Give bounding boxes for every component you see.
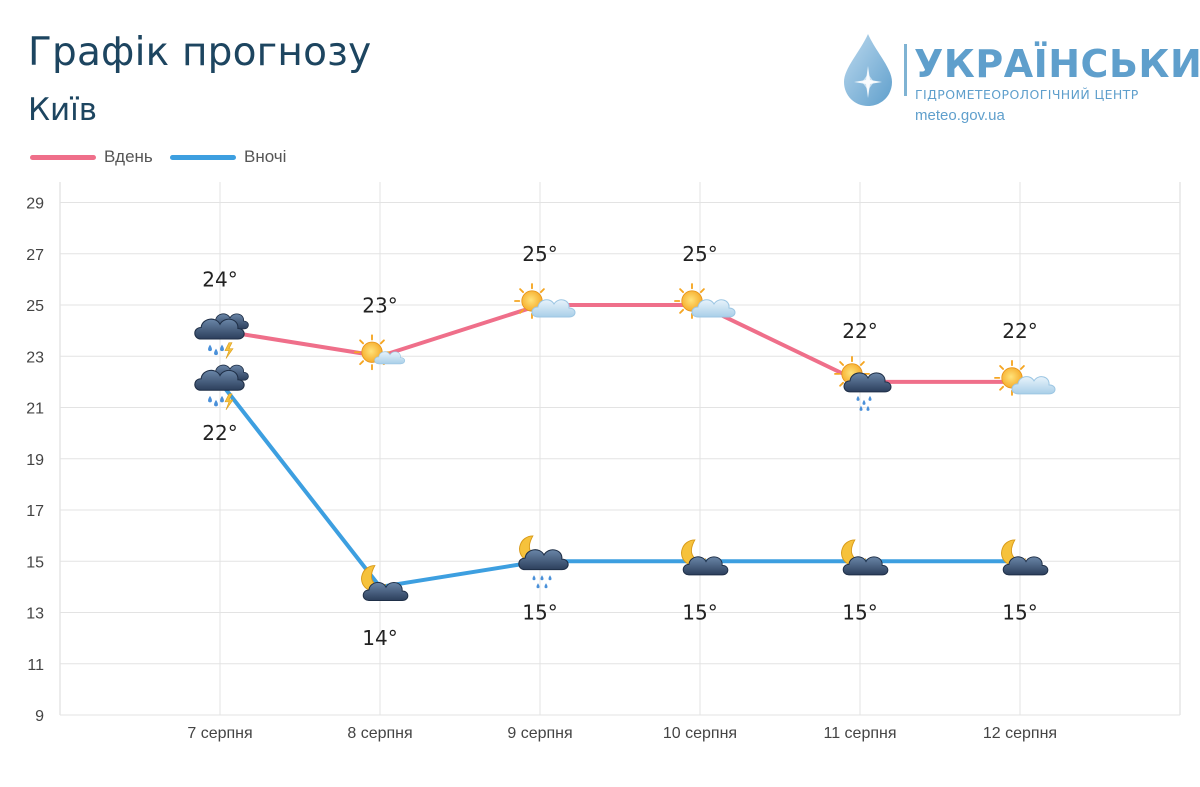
x-tick-label: 7 серпня: [187, 725, 252, 742]
x-tick-label: 9 серпня: [507, 725, 572, 742]
series-line-day: [218, 303, 1022, 384]
y-tick-label: 13: [26, 606, 44, 623]
thunderstorm-rain-icon: [194, 313, 249, 359]
y-tick-label: 23: [26, 349, 44, 366]
ukrhydromet-logo[interactable]: УКРАЇНСЬКИЙ ГІДРОМЕТЕОРОЛОГІЧНИЙ ЦЕНТР m…: [838, 30, 1200, 130]
day-temp-label: 25°: [522, 242, 557, 266]
night-temp-label: 14°: [362, 626, 397, 650]
day-temp-label: 24°: [202, 268, 237, 292]
logo-divider: [904, 44, 907, 96]
night-temp-label: 22°: [202, 421, 237, 445]
water-drop-logo-icon: [844, 34, 892, 106]
sun-cloud-icon: [994, 359, 1056, 396]
x-tick-label: 11 серпня: [823, 725, 896, 742]
sun-cloud-rain-icon: [834, 355, 892, 411]
series-lines: [218, 303, 1022, 589]
day-temp-label: 22°: [842, 319, 877, 343]
legend-swatch-day: [30, 155, 96, 160]
moon-cloud-icon: [681, 539, 729, 576]
y-tick-label: 11: [27, 657, 44, 674]
city-name: Київ: [28, 92, 98, 128]
y-tick-label: 9: [35, 708, 44, 725]
night-temp-label: 15°: [522, 600, 557, 624]
y-tick-label: 17: [26, 503, 44, 520]
weather-icons: [194, 283, 1056, 601]
legend-label-day: Вдень: [104, 147, 153, 166]
y-tick-label: 25: [26, 298, 44, 315]
night-temp-label: 15°: [682, 600, 717, 624]
sun-cloud-icon: [514, 283, 576, 319]
moon-cloud-rain-icon: [518, 535, 569, 589]
legend-label-night: Вночі: [244, 147, 287, 166]
chart-grid: [59, 182, 1181, 716]
logo-url-link[interactable]: meteo.gov.ua: [915, 107, 1005, 124]
sun-cloud-icon: [674, 283, 736, 319]
night-temp-label: 15°: [842, 600, 877, 624]
series-line-night: [218, 379, 1022, 589]
page-title: Графік прогнозу: [28, 30, 372, 75]
legend-swatch-night: [170, 155, 236, 160]
y-tick-label: 19: [26, 452, 44, 469]
logo-name: УКРАЇНСЬКИЙ: [914, 42, 1200, 86]
data-labels: 24° 23° 25° 25° 22° 22° 22° 14° 15° 15° 15° 15°: [202, 242, 1037, 650]
night-temp-label: 15°: [1002, 600, 1037, 624]
logo-subtitle: ГІДРОМЕТЕОРОЛОГІЧНИЙ ЦЕНТР: [915, 87, 1139, 102]
x-tick-label: 12 серпня: [983, 725, 1057, 742]
thunderstorm-rain-icon: [194, 364, 249, 411]
day-temp-label: 25°: [682, 242, 717, 266]
y-tick-label: 21: [26, 401, 44, 418]
moon-cloud-icon: [1001, 539, 1049, 576]
y-tick-label: 27: [26, 247, 44, 264]
day-temp-label: 22°: [1002, 319, 1037, 343]
y-axis: 9 11 13 15 17 19 21 23 25 27 29: [26, 196, 44, 726]
x-tick-label: 10 серпня: [663, 725, 737, 742]
y-tick-label: 15: [26, 554, 44, 571]
moon-cloud-icon: [841, 539, 889, 576]
x-axis: 7 серпня 8 серпня 9 серпня 10 серпня 11 серп…: [187, 725, 1057, 742]
y-tick-label: 29: [26, 196, 44, 213]
day-temp-label: 23°: [362, 293, 397, 317]
x-tick-label: 8 серпня: [347, 725, 412, 742]
